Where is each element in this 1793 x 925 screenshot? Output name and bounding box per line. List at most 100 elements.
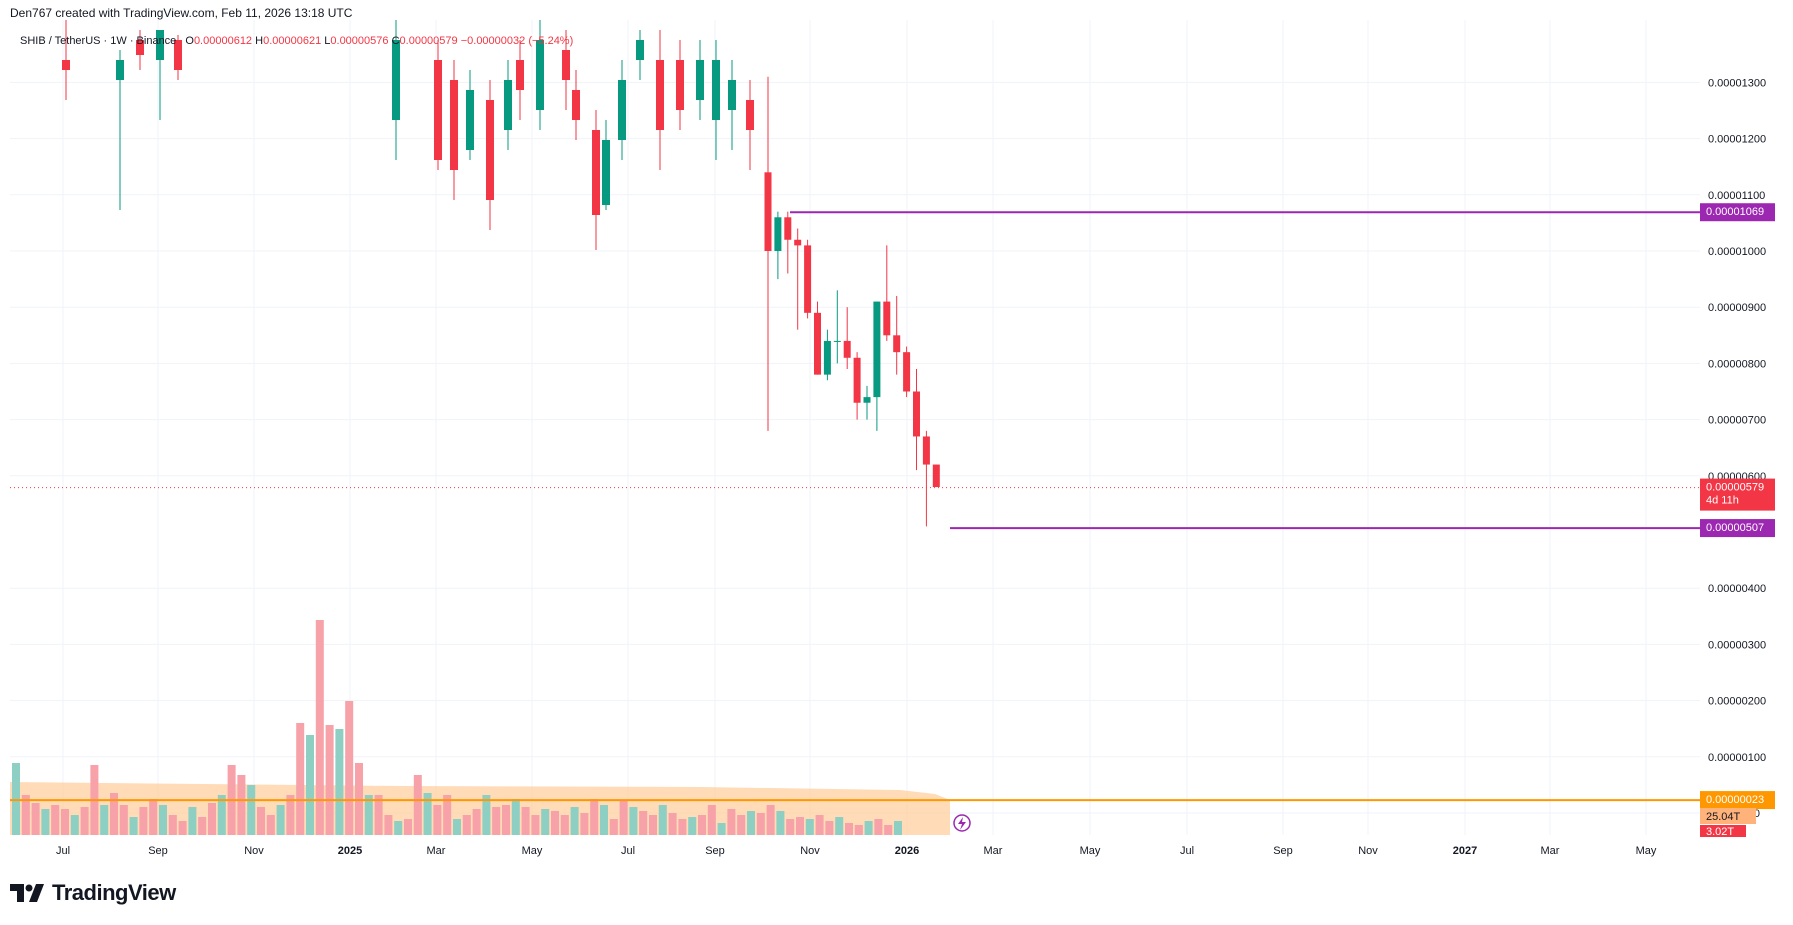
volume-bar (600, 805, 608, 835)
last-price-tag-text: 4d 11h (1706, 495, 1739, 507)
volume-bar (717, 823, 726, 835)
candle-body (843, 340, 851, 358)
y-tick-label: 0.00000900 (1708, 302, 1766, 314)
y-tick-label: 0.00000700 (1708, 415, 1766, 427)
volume-bar (12, 763, 20, 835)
candle-body (486, 100, 494, 200)
tradingview-brand[interactable]: TradingView (10, 880, 176, 906)
volume-bar (541, 809, 550, 835)
candle-body (873, 301, 881, 398)
volume-tag-bg (1700, 808, 1756, 824)
x-tick-label: Sep (705, 845, 725, 857)
x-tick-label: Mar (1541, 845, 1560, 857)
x-tick-label: Nov (1358, 845, 1378, 857)
last-price-tag-bg (1700, 478, 1775, 511)
volume-bar (217, 795, 226, 835)
candle-body (572, 90, 580, 120)
volume-bar (619, 801, 628, 835)
candle-body (804, 245, 812, 313)
volume-bar (208, 803, 216, 835)
volume-bar (805, 819, 814, 835)
volume-bar (766, 805, 775, 835)
lightning-icon (958, 817, 966, 830)
volume-bar (296, 723, 305, 835)
volume-bar (335, 729, 344, 835)
high-value: 0.00000621 (263, 35, 322, 47)
symbol-name[interactable]: SHIB / TetherUS · 1W · Binance (20, 35, 177, 47)
volume-bar (423, 793, 432, 835)
volume-bar (776, 811, 785, 835)
symbol-legend: SHIB / TetherUS · 1W · Binance O0.000006… (20, 35, 573, 47)
last-price-tag-text: 0.00000579 (1706, 482, 1764, 494)
volume-bar (453, 819, 461, 835)
y-tick-label: 0.00001200 (1708, 134, 1766, 146)
y-tick-label: 0.00001100 (1708, 190, 1765, 202)
volume-bar (80, 807, 89, 835)
x-tick-label: Jul (1180, 845, 1194, 857)
x-tick-label: Nov (244, 845, 264, 857)
volume-bar (257, 807, 265, 835)
volume-bar (198, 817, 207, 835)
candle-body (853, 357, 861, 403)
candle-body (466, 90, 474, 150)
volume-bar (531, 815, 540, 835)
candle-body (728, 80, 736, 110)
volume-bar (129, 817, 138, 835)
candle-body (893, 335, 901, 353)
level-tag-text: 0.00001069 (1706, 206, 1764, 218)
volume-bar (688, 817, 697, 835)
level-tag-text: 0.00000507 (1706, 522, 1764, 534)
x-tick-label: Jul (56, 845, 70, 857)
volume-bar (521, 807, 530, 835)
volume-bar (590, 799, 599, 835)
candle-body (602, 140, 610, 205)
y-tick-label: 0.00000800 (1708, 358, 1766, 370)
volume-bar (345, 701, 354, 835)
change-value: −0.00000032 (−5.24%) (460, 35, 574, 47)
x-tick-label: Nov (800, 845, 820, 857)
volume-bar (825, 821, 834, 835)
x-tick-label: Mar (984, 845, 1003, 857)
volume-bar (139, 807, 148, 835)
candle-body (863, 397, 871, 403)
volume-bar (100, 805, 109, 835)
close-label: C (391, 35, 400, 47)
candle-body (712, 60, 720, 120)
x-tick-label: 2026 (895, 845, 919, 857)
volume-bar (247, 785, 256, 835)
volume-bar (119, 805, 128, 835)
candle-body (913, 391, 920, 437)
candle-body (922, 436, 930, 465)
candle-body (656, 60, 664, 130)
volume-bar (443, 795, 452, 835)
volume-bar (894, 821, 902, 835)
volume-ma-tag-text: 0.00000023 (1706, 794, 1764, 806)
candle-body (504, 80, 512, 130)
volume-bar (658, 805, 667, 835)
volume-bar (462, 815, 471, 835)
x-tick-label: 2027 (1453, 845, 1477, 857)
volume-bar (315, 620, 324, 835)
volume-bar (178, 821, 187, 835)
candle-body (883, 301, 891, 336)
volume-bar (649, 815, 657, 835)
volume-bar (404, 819, 412, 835)
volume-bar (41, 809, 50, 835)
volume-bar (639, 811, 648, 835)
volume-bar (306, 735, 314, 835)
high-label: H (255, 35, 264, 47)
low-value: 0.00000576 (330, 35, 389, 47)
candle-body (62, 60, 70, 70)
volume-bar (266, 815, 275, 835)
candle-body (116, 60, 124, 80)
volume-bar (31, 803, 40, 835)
candle-body (536, 40, 544, 110)
level-tag-bg (1700, 519, 1775, 538)
volume-bar (188, 807, 197, 835)
level-tag-bg (1700, 203, 1775, 222)
volume-bar (609, 819, 618, 835)
volume-bar (560, 815, 569, 835)
volume-bar (502, 805, 510, 835)
volume-bar (492, 807, 501, 835)
